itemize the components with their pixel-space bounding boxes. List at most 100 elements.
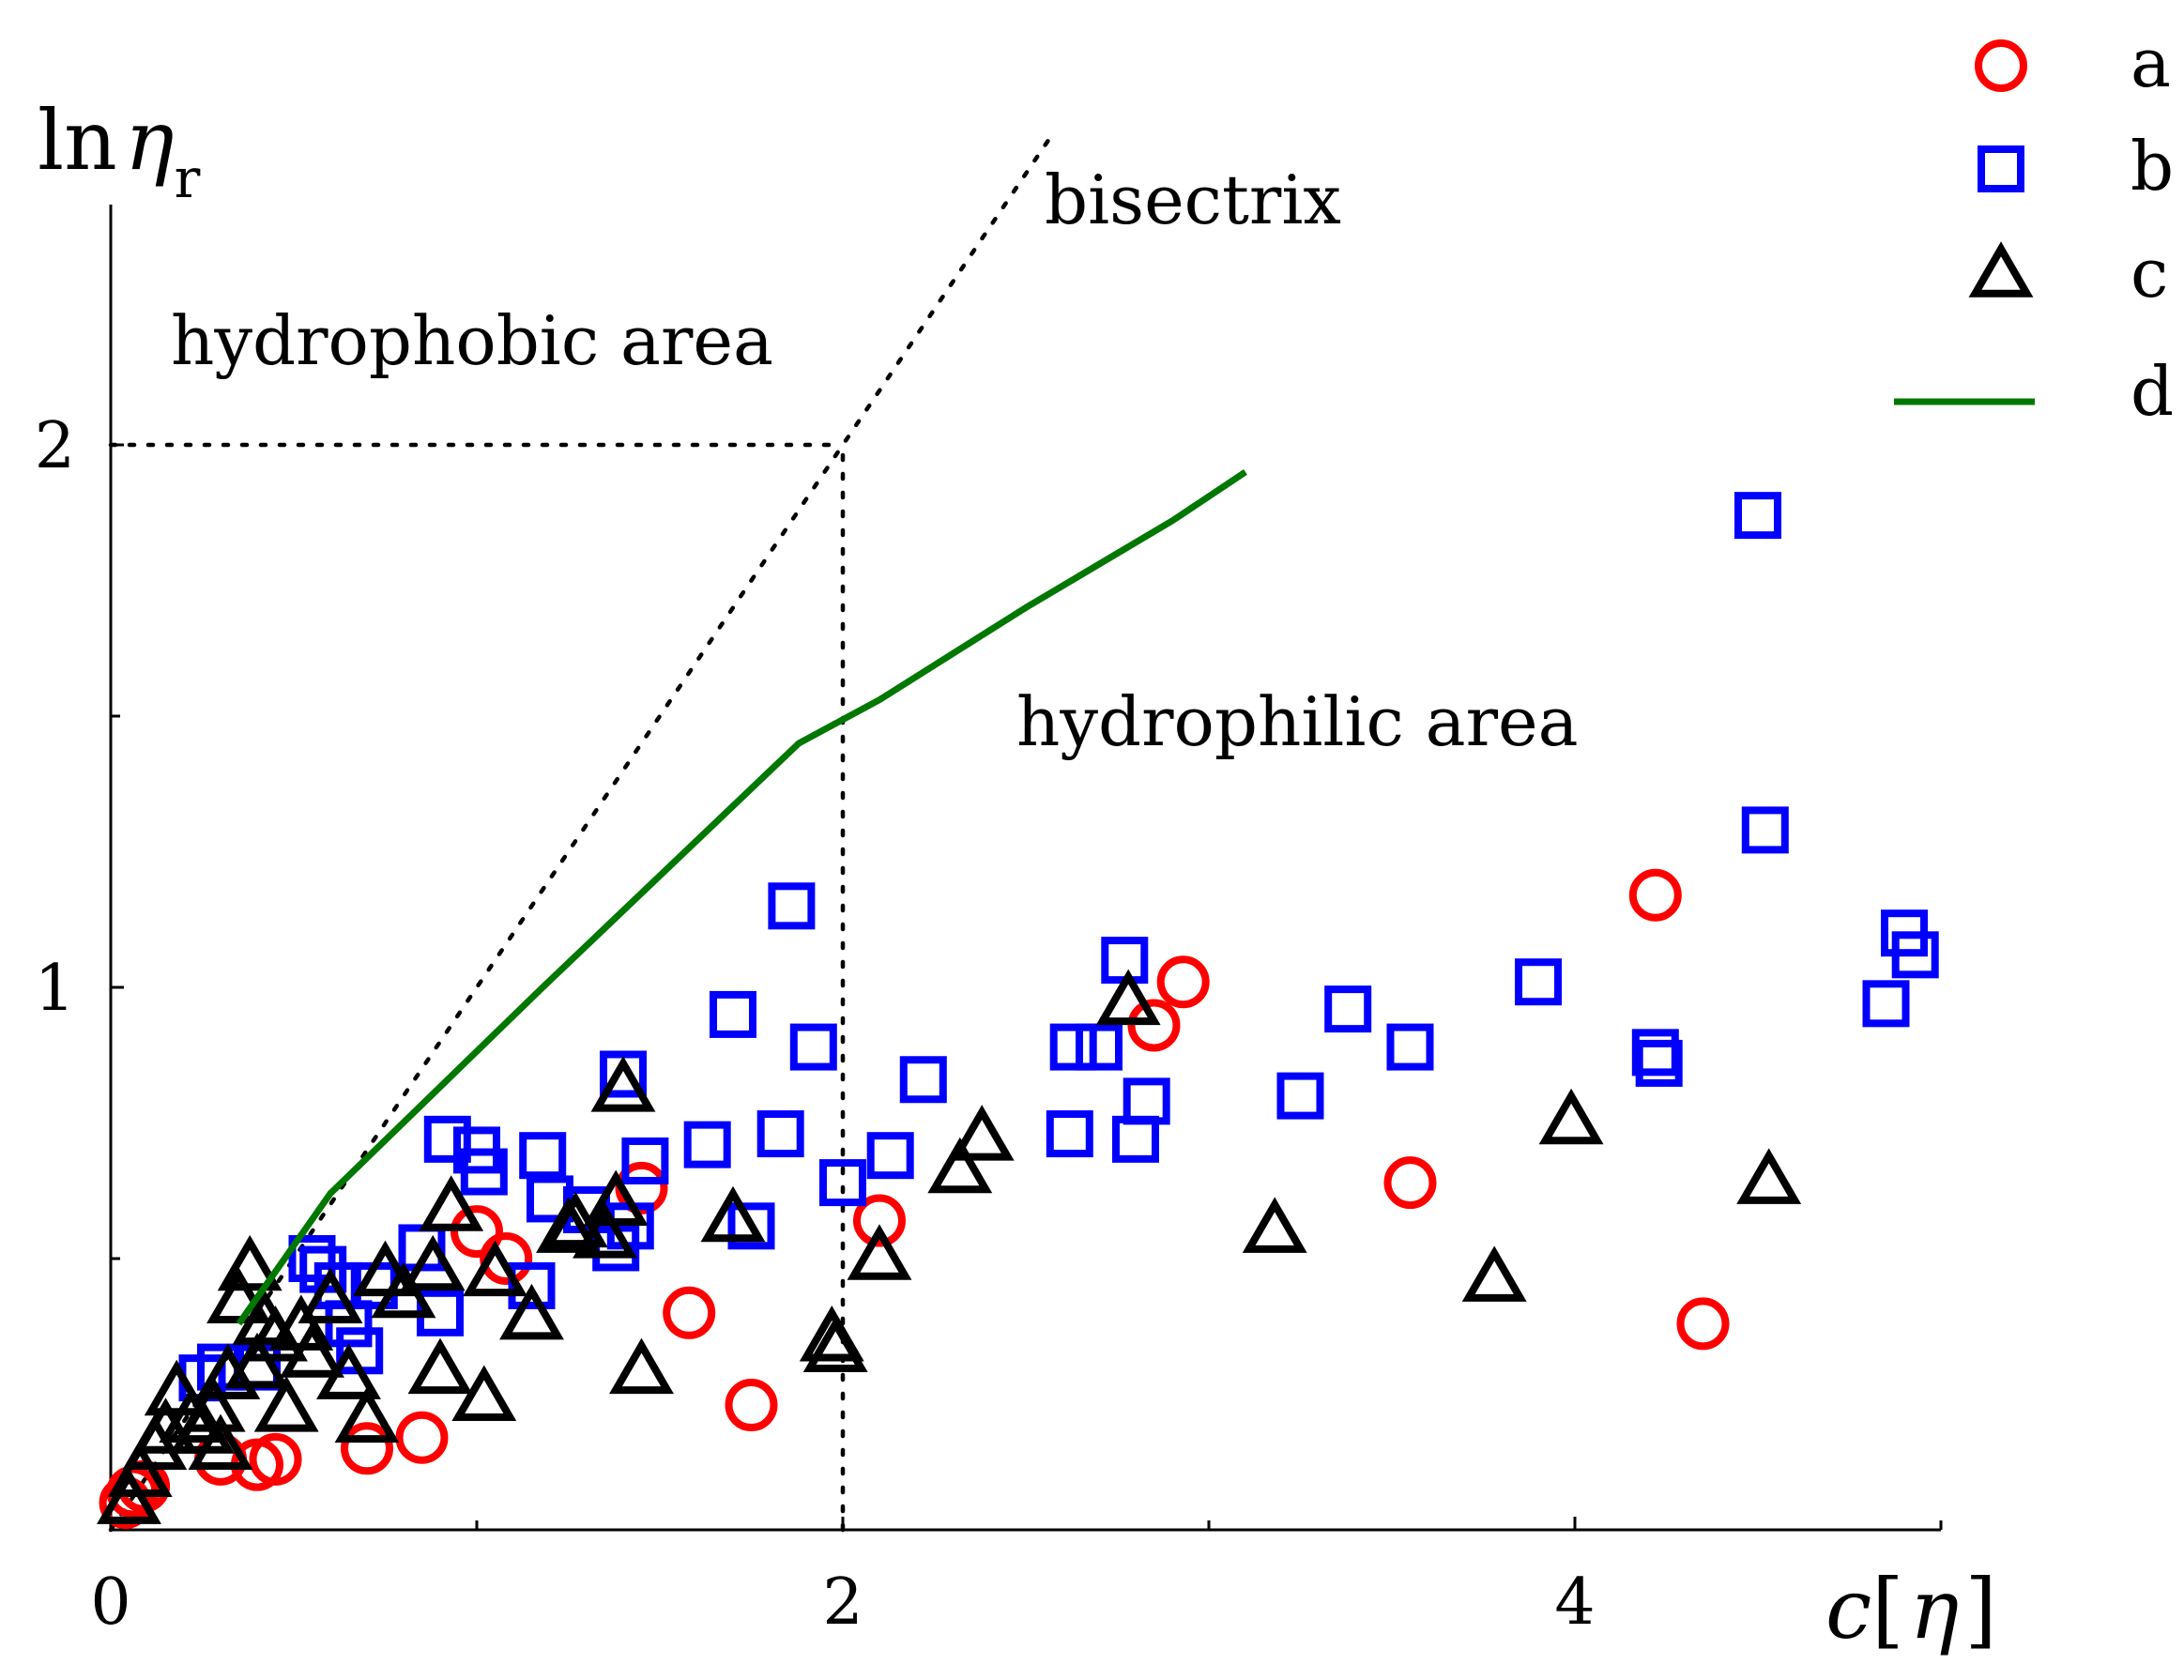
y-axis-label-subscript: r xyxy=(175,146,201,210)
series-c-point xyxy=(700,1185,766,1243)
y-axis-label-eta: η xyxy=(125,92,175,189)
series-b-point xyxy=(1101,937,1149,985)
series-a-point xyxy=(249,1432,302,1486)
legend-marker-c xyxy=(1968,241,2034,298)
series-a-point xyxy=(395,1411,449,1464)
legend-marker-a xyxy=(1975,39,2027,92)
plot-area xyxy=(97,468,1939,1530)
series-b-point xyxy=(1123,1077,1170,1125)
series-b-point xyxy=(683,1121,731,1168)
series-b-point xyxy=(1891,931,1939,979)
series-a-point xyxy=(1127,999,1181,1052)
series-b-point xyxy=(288,1235,336,1282)
series-c-point xyxy=(1538,1088,1604,1145)
series-c-point xyxy=(1095,969,1161,1026)
series-b-point xyxy=(1076,1023,1123,1071)
x-axis-label-eta: η xyxy=(1910,1561,1960,1657)
legend-label-a: a xyxy=(2131,23,2171,102)
series-b-point xyxy=(899,1056,947,1104)
series-c-point xyxy=(463,1240,527,1297)
series-c-point xyxy=(280,1321,344,1378)
series-c-point xyxy=(188,1413,253,1471)
series-c-point xyxy=(583,1169,649,1226)
series-c-point xyxy=(451,1365,517,1422)
series-c-point xyxy=(1736,1148,1802,1204)
series-c-point xyxy=(353,1240,418,1297)
series-b-point xyxy=(866,1132,914,1180)
series-b-point xyxy=(819,1159,866,1207)
series-c-point xyxy=(499,1283,564,1340)
series-c-point xyxy=(298,1267,363,1323)
series-b-point xyxy=(600,1050,647,1098)
series-c-point xyxy=(253,1376,319,1432)
series-a-point xyxy=(1156,955,1210,1009)
series-b-point xyxy=(710,990,756,1038)
annotation-bisectrix: bisectrix xyxy=(1045,160,1341,239)
series-c-point xyxy=(371,1261,436,1319)
series-c-point xyxy=(847,1224,912,1280)
series-c-point xyxy=(243,1305,308,1362)
x-tick-label: 4 xyxy=(1554,1565,1595,1640)
series-b-point xyxy=(756,1110,804,1158)
x-axis-label-close: ] xyxy=(1964,1561,1996,1657)
series-c-point xyxy=(334,1386,400,1443)
series-b-point xyxy=(789,1023,837,1071)
series-c-point xyxy=(400,1234,466,1291)
legend-label-c: c xyxy=(2131,234,2168,313)
series-c-point xyxy=(407,1337,473,1395)
series-c-point xyxy=(107,1441,173,1497)
annotation-hydrophobic: hydrophobic area xyxy=(171,301,773,380)
series-b-point xyxy=(1324,985,1372,1033)
series-d-line xyxy=(236,468,1247,1326)
series-b-point xyxy=(1386,1023,1434,1071)
series-b-point xyxy=(1734,492,1781,540)
series-a-point xyxy=(663,1286,716,1339)
series-b-point xyxy=(621,1137,669,1184)
series-c-point xyxy=(1461,1245,1527,1302)
y-tick-label: 1 xyxy=(35,952,75,1026)
series-b-point xyxy=(1862,980,1910,1028)
y-tick-label: 2 xyxy=(35,409,75,483)
series-c-point xyxy=(609,1337,674,1395)
series-a-point xyxy=(1676,1297,1730,1351)
series-b-point xyxy=(1741,806,1789,854)
series-a-point xyxy=(451,1205,503,1259)
legend-label-b: b xyxy=(2131,127,2174,206)
series-a-point xyxy=(725,1379,778,1432)
series-c-point xyxy=(217,1234,283,1291)
series-b-point xyxy=(519,1132,567,1180)
series-a-point xyxy=(1628,868,1682,922)
series-c-point xyxy=(949,1105,1015,1161)
x-tick-label: 0 xyxy=(90,1565,130,1640)
series-a-point xyxy=(341,1422,393,1475)
series-b-point xyxy=(423,1115,471,1163)
series-c-point xyxy=(927,1137,993,1194)
series-a-point xyxy=(1383,1156,1437,1210)
series-c-point xyxy=(419,1175,484,1231)
series-b-point xyxy=(768,882,816,930)
x-tick-label: 2 xyxy=(822,1565,863,1640)
series-b-point xyxy=(1276,1072,1324,1120)
legend-label-d: d xyxy=(2131,352,2174,431)
series-c-point xyxy=(133,1397,198,1454)
series-b-point xyxy=(1112,1115,1159,1163)
series-c-point xyxy=(144,1359,209,1416)
series-c-point xyxy=(224,1332,290,1389)
series-b-point xyxy=(1049,1023,1097,1071)
series-c-point xyxy=(97,1468,161,1524)
x-axis-label-c: c xyxy=(1825,1561,1871,1657)
series-b-point xyxy=(460,1148,508,1196)
series-c-point xyxy=(590,1056,656,1112)
y-axis-label-ln: ln xyxy=(38,92,117,189)
series-b-point xyxy=(1046,1110,1093,1158)
series-b-point xyxy=(1515,958,1562,1006)
axes: 0 2 4 1 2 xyxy=(35,205,1943,1640)
annotation-hydrophilic: hydrophilic area xyxy=(1016,682,1579,761)
series-c-point xyxy=(1242,1197,1307,1253)
series-b-point xyxy=(1635,1039,1683,1087)
y-axis-label: lnηr xyxy=(38,92,201,210)
series-a-point xyxy=(853,1194,906,1247)
x-axis-label-open: [ xyxy=(1871,1561,1903,1657)
